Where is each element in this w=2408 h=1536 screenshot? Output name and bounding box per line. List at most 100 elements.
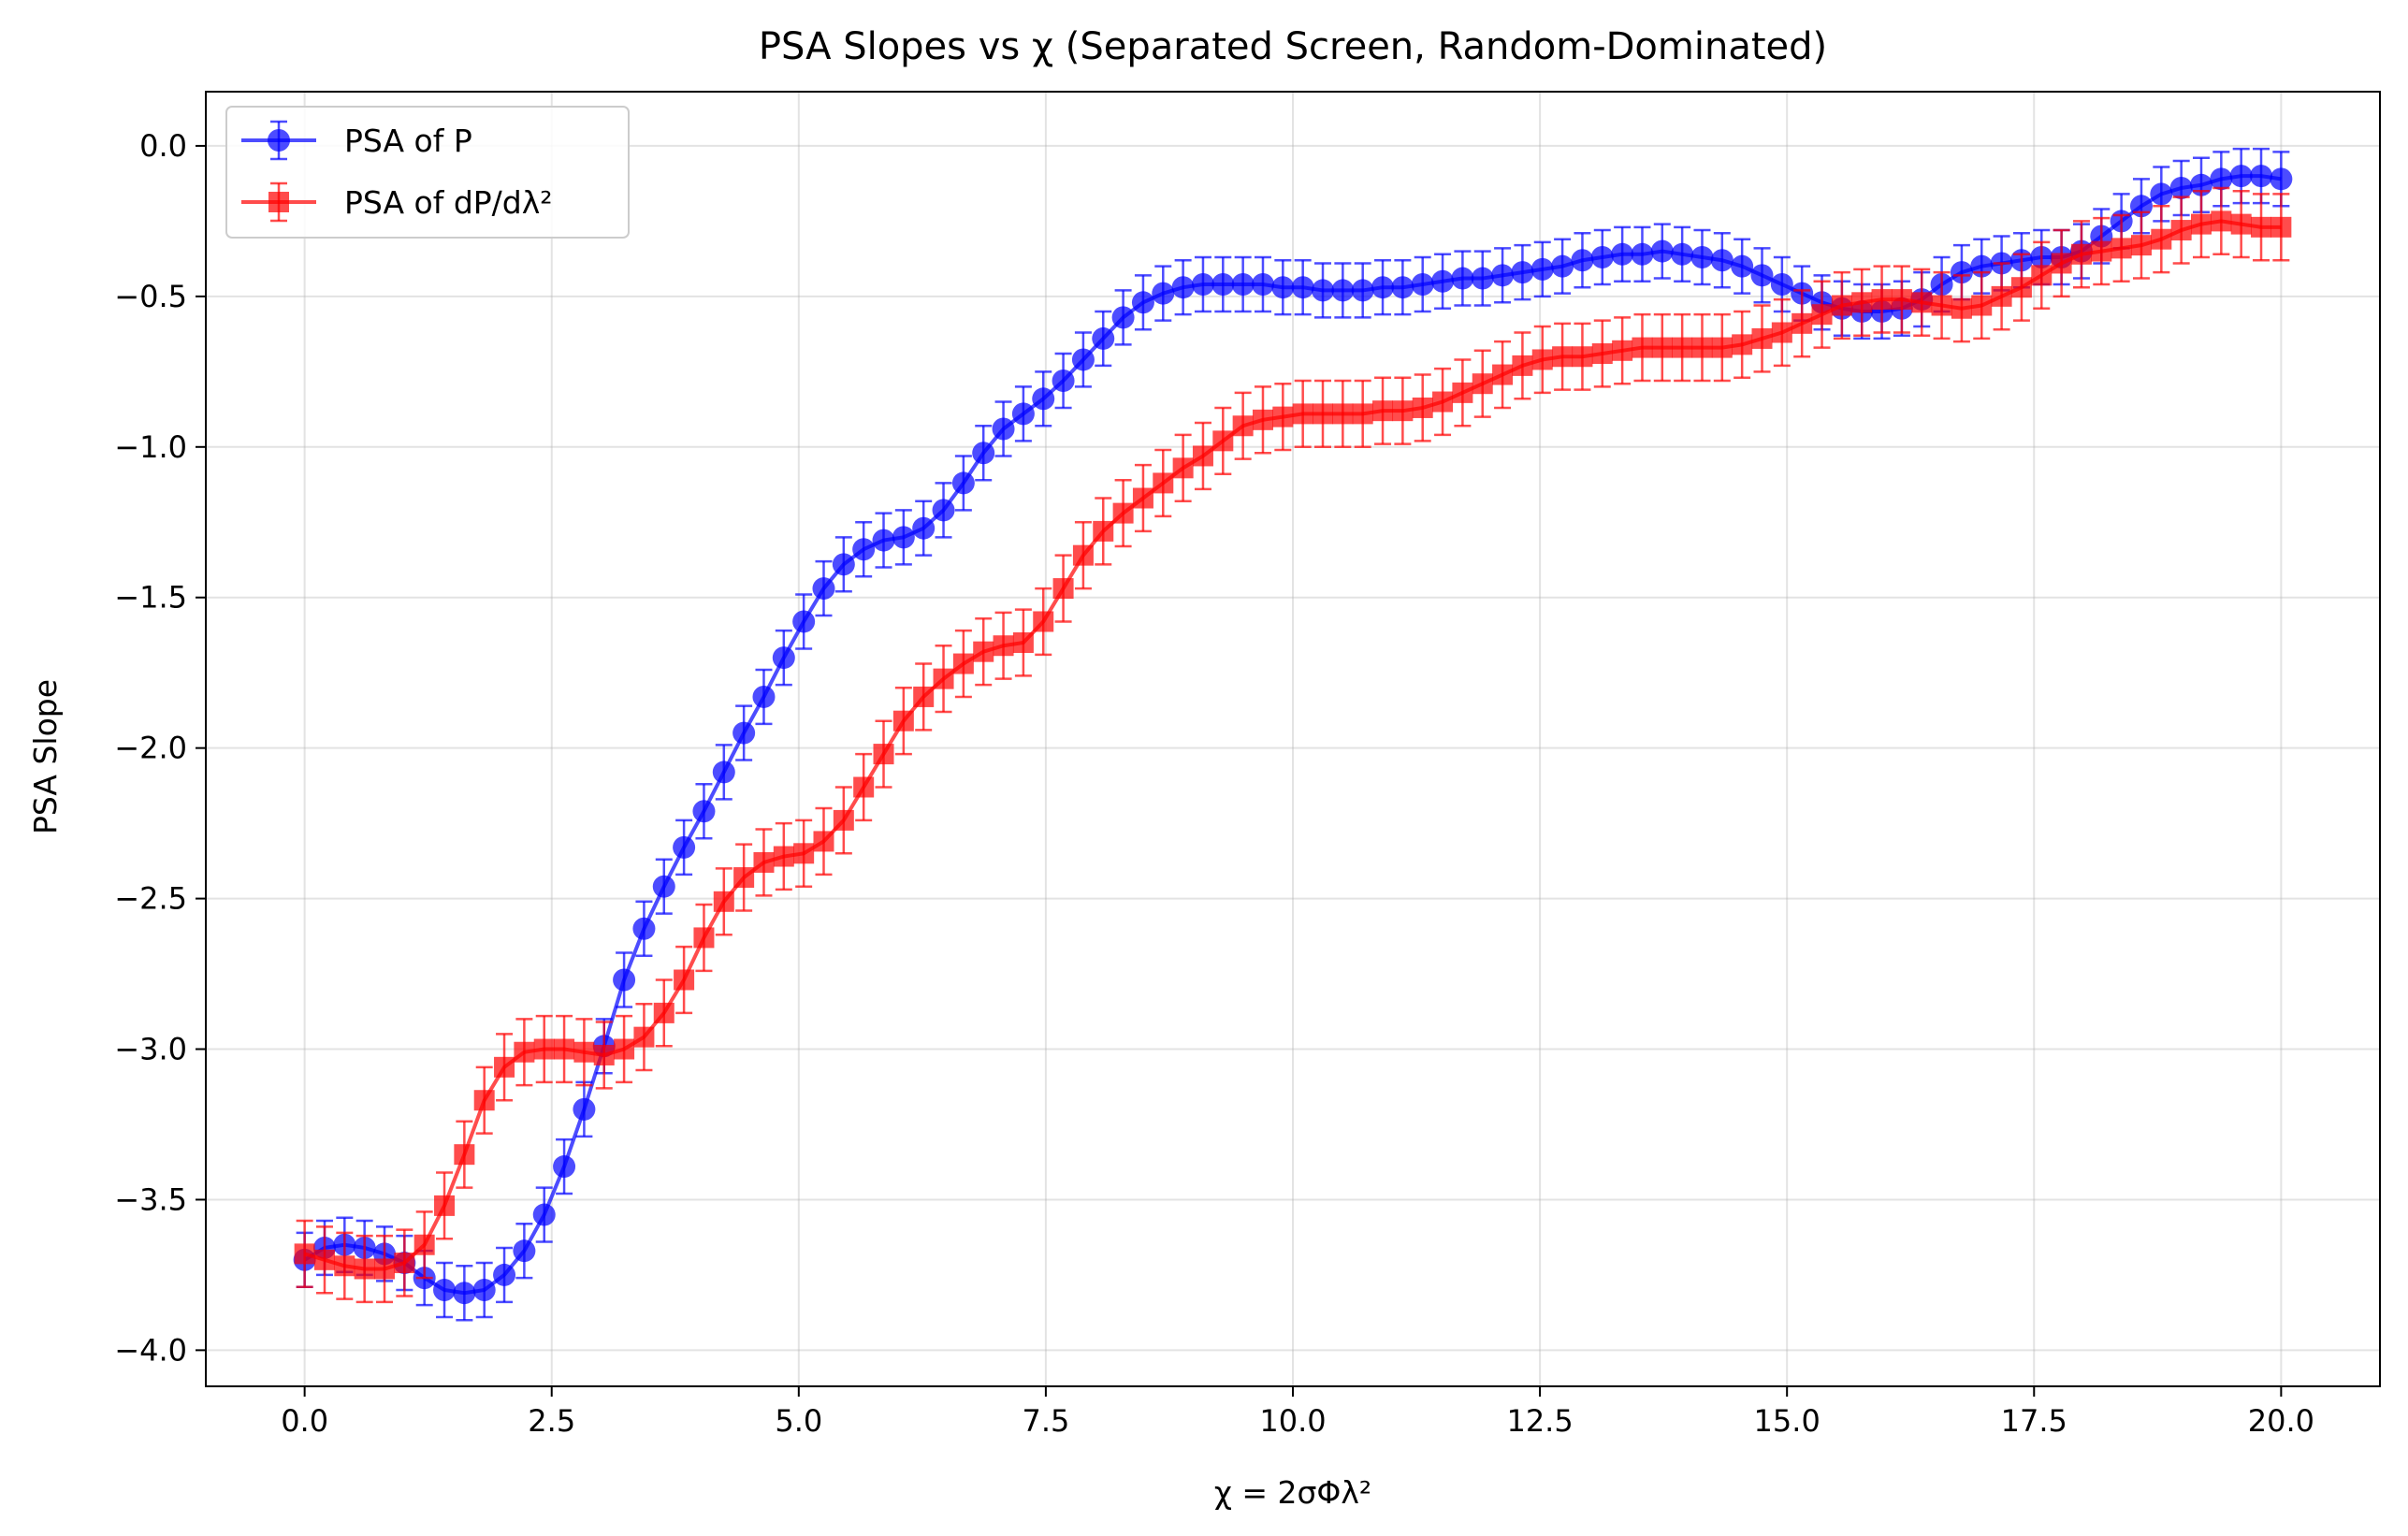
data-point bbox=[1313, 403, 1334, 425]
data-point bbox=[951, 471, 975, 495]
data-point bbox=[1032, 387, 1055, 411]
data-point bbox=[454, 1144, 475, 1166]
data-point bbox=[752, 685, 776, 708]
data-point bbox=[433, 1279, 457, 1302]
data-point bbox=[813, 831, 834, 852]
data-point bbox=[1412, 397, 1433, 418]
data-point bbox=[1632, 337, 1653, 358]
data-point bbox=[1571, 249, 1594, 272]
data-point bbox=[2210, 167, 2233, 191]
legend-item: PSA of dP/dλ² bbox=[241, 181, 553, 223]
data-point bbox=[1472, 373, 1493, 395]
data-point bbox=[514, 1041, 535, 1063]
data-point bbox=[1731, 254, 1754, 278]
data-point bbox=[1052, 578, 1074, 600]
x-tick-label: 2.5 bbox=[528, 1403, 575, 1439]
data-point bbox=[1650, 239, 1674, 263]
data-point bbox=[1491, 264, 1515, 287]
data-point bbox=[1511, 261, 1534, 284]
data-point bbox=[1012, 632, 1034, 654]
data-point bbox=[1071, 348, 1095, 371]
legend-marker bbox=[268, 192, 289, 212]
data-point bbox=[1552, 346, 1574, 368]
data-point bbox=[593, 1044, 615, 1065]
data-point bbox=[992, 417, 1015, 441]
data-point bbox=[434, 1195, 456, 1216]
data-point bbox=[1432, 391, 1454, 413]
data-point bbox=[2250, 165, 2273, 188]
series-1 bbox=[293, 147, 2293, 1322]
data-point bbox=[1252, 409, 1273, 430]
data-point bbox=[1111, 306, 1135, 329]
data-point bbox=[2091, 240, 2112, 262]
data-point bbox=[972, 442, 995, 465]
data-point bbox=[1770, 272, 1793, 296]
data-point bbox=[2230, 213, 2252, 235]
data-point bbox=[693, 927, 715, 949]
data-point bbox=[614, 1038, 635, 1060]
data-point bbox=[613, 968, 636, 992]
data-point bbox=[1851, 292, 1873, 313]
data-point bbox=[1291, 276, 1314, 299]
x-tick-label: 15.0 bbox=[1754, 1403, 1821, 1439]
data-point bbox=[2191, 213, 2212, 235]
data-point bbox=[1452, 382, 1473, 403]
data-point bbox=[652, 875, 675, 898]
y-tick-label: −4.0 bbox=[114, 1332, 187, 1368]
data-point bbox=[1831, 295, 1852, 316]
data-point bbox=[1572, 346, 1593, 368]
data-point bbox=[872, 529, 895, 552]
data-point bbox=[833, 809, 854, 831]
legend-item: PSA of P bbox=[241, 120, 472, 161]
data-point bbox=[1092, 326, 1115, 350]
x-tick-label: 12.5 bbox=[1506, 1403, 1573, 1439]
y-tick-label: −0.5 bbox=[114, 279, 187, 314]
data-point bbox=[772, 646, 795, 670]
data-point bbox=[1332, 403, 1354, 425]
y-tick-label: −3.5 bbox=[114, 1181, 187, 1217]
data-point bbox=[1172, 457, 1194, 479]
x-tick-label: 0.0 bbox=[281, 1403, 328, 1439]
data-point bbox=[892, 526, 915, 549]
data-point bbox=[1471, 267, 1494, 290]
data-point bbox=[394, 1253, 415, 1274]
x-tick-label: 5.0 bbox=[775, 1403, 822, 1439]
data-point bbox=[513, 1239, 536, 1263]
data-point bbox=[2251, 216, 2272, 238]
y-tick-label: −1.0 bbox=[114, 429, 187, 465]
data-point bbox=[1192, 445, 1213, 467]
y-tick-label: −1.5 bbox=[114, 580, 187, 616]
data-point bbox=[2151, 228, 2172, 250]
data-point bbox=[2111, 238, 2132, 259]
data-point bbox=[633, 1026, 655, 1048]
chart-title: PSA Slopes vs χ (Separated Screen, Rando… bbox=[759, 25, 1827, 68]
legend-frame bbox=[225, 106, 630, 239]
data-point bbox=[632, 917, 656, 940]
data-point bbox=[753, 851, 775, 873]
data-point bbox=[853, 776, 875, 798]
data-point bbox=[1411, 272, 1434, 296]
data-point bbox=[1531, 349, 1553, 370]
data-point bbox=[1871, 289, 1893, 311]
data-point bbox=[1710, 249, 1733, 272]
data-point bbox=[472, 1279, 496, 1302]
data-point bbox=[1711, 337, 1733, 358]
data-point bbox=[692, 800, 716, 823]
data-point bbox=[793, 843, 815, 864]
legend-label: PSA of dP/dλ² bbox=[344, 184, 553, 221]
data-point bbox=[573, 1097, 596, 1121]
legend: PSA of P PSA of dP/dλ² bbox=[225, 106, 630, 239]
data-point bbox=[1171, 276, 1195, 299]
data-point bbox=[1590, 246, 1614, 269]
y-tick-label: 0.0 bbox=[139, 128, 187, 164]
data-point bbox=[533, 1038, 555, 1060]
data-point bbox=[733, 867, 755, 889]
data-point bbox=[1771, 322, 1792, 343]
data-point bbox=[2170, 220, 2192, 241]
data-point bbox=[1690, 246, 1714, 269]
data-point bbox=[1431, 269, 1455, 293]
data-point bbox=[673, 835, 696, 859]
data-point bbox=[952, 653, 974, 674]
